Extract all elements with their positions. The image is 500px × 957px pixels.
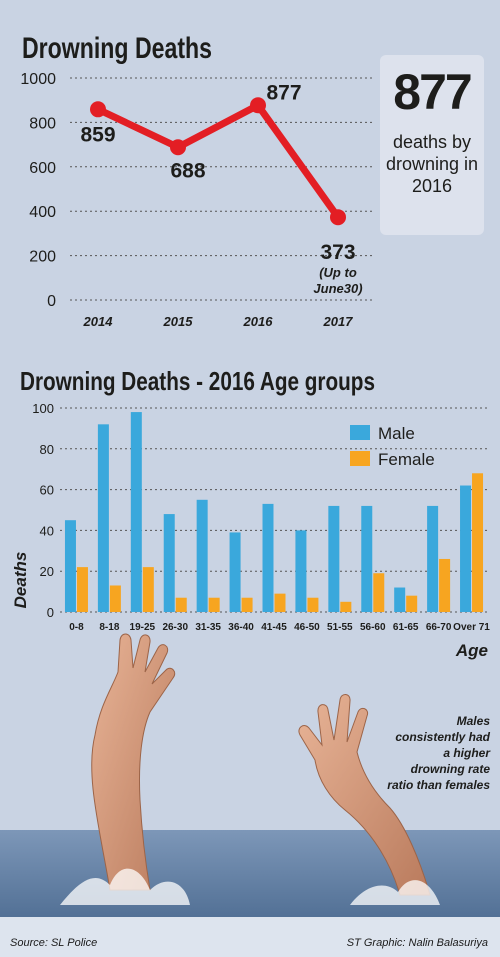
bar-male (394, 587, 406, 612)
data-label: 859 (80, 123, 115, 146)
y-tick-label: 1000 (20, 71, 56, 88)
bar-female (142, 567, 154, 612)
callout-line: 2016 (411, 176, 453, 196)
legend-swatch-male (350, 425, 370, 440)
bar-female (109, 585, 121, 612)
bar-female (406, 595, 418, 612)
x-tick-label: 36-40 (228, 622, 254, 633)
x-tick-label: 56-60 (360, 622, 386, 633)
y-tick-label: 200 (29, 249, 56, 266)
bar-female (241, 597, 253, 612)
bar-female (472, 473, 484, 612)
age-group-bar-chart: Drowning Deaths - 2016 Age groups 0 20 40 6… (11, 366, 490, 660)
bar-female (373, 573, 385, 612)
note-line: Males (456, 714, 490, 728)
callout-line: drowning in (385, 154, 479, 174)
x-tick-label: 2016 (243, 314, 274, 329)
x-tick-label: 2015 (163, 314, 194, 329)
x-tick-label: 2014 (83, 314, 114, 329)
callout-number: 877 (393, 64, 472, 120)
bar-male (262, 503, 274, 612)
callout-line: deaths by (392, 132, 472, 152)
bar-female (274, 593, 286, 612)
line-point (330, 209, 346, 226)
y-tick-label: 0 (47, 605, 54, 620)
x-tick-label: 46-50 (294, 622, 320, 633)
bar-female (307, 597, 319, 612)
bar-male (163, 514, 175, 612)
source-text: Source: SL Police (10, 937, 98, 949)
line-series (94, 101, 342, 221)
legend: Male Female (350, 424, 435, 469)
bar-male (196, 499, 208, 612)
data-note: (Up to (319, 265, 357, 280)
y-tick-label: 100 (32, 401, 54, 416)
line-point (90, 101, 106, 118)
data-label: 688 (170, 159, 205, 182)
line-chart-title: Drowning Deaths (22, 32, 212, 65)
water-splash (60, 868, 190, 905)
line-point (250, 97, 266, 114)
bar-male (130, 412, 142, 612)
bar-female (175, 597, 187, 612)
credit-text: ST Graphic: Nalin Balasuriya (346, 937, 488, 949)
legend-swatch-female (350, 451, 370, 466)
line-point (170, 139, 186, 156)
footer: Source: SL Police ST Graphic: Nalin Bala… (0, 917, 500, 957)
data-label: 373 (320, 241, 355, 264)
right-hand-icon (298, 694, 431, 896)
legend-label-female: Female (378, 450, 435, 469)
bar-female (76, 567, 88, 612)
x-tick-label: Over 71 (453, 622, 490, 633)
x-tick-label: 19-25 (130, 622, 156, 633)
note-text: Males consistently had a higher drowning… (387, 713, 490, 793)
data-label: 877 (266, 81, 301, 104)
callout-box: 877 deaths by drowning in 2016 (380, 55, 484, 235)
y-tick-label: 400 (29, 204, 56, 221)
bar-male (427, 505, 439, 612)
bar-male (361, 505, 373, 612)
x-tick-label: 61-65 (393, 622, 419, 633)
y-tick-label: 600 (29, 160, 56, 177)
y-tick-label: 20 (40, 564, 54, 579)
x-tick-label: 51-55 (327, 622, 353, 633)
data-note: June30) (313, 281, 362, 296)
x-tick-label: 8-18 (99, 622, 119, 633)
bar-male (295, 530, 307, 612)
y-tick-label: 80 (40, 442, 54, 457)
water-splash (350, 880, 440, 905)
bar-female (340, 601, 352, 612)
bar-male (64, 520, 76, 612)
bar-male (229, 532, 241, 612)
x-tick-label: 26-30 (162, 622, 188, 633)
drowning-deaths-line-chart: Drowning Deaths 0 200 400 600 800 1000 2014 20… (20, 32, 372, 329)
x-tick-label: 66-70 (426, 622, 452, 633)
bar-female (439, 558, 451, 612)
x-tick-label: 0-8 (69, 622, 84, 633)
x-axis-label: Age (455, 641, 488, 660)
note-line: a higher (443, 746, 490, 760)
bar-female (208, 597, 220, 612)
bar-chart-title: Drowning Deaths - 2016 Age groups (20, 366, 375, 396)
x-tick-label: 2017 (323, 314, 354, 329)
note-line: consistently had (395, 730, 490, 744)
x-tick-label: 41-45 (261, 622, 287, 633)
callout-text: deaths by drowning in 2016 (380, 131, 484, 197)
legend-label-male: Male (378, 424, 415, 443)
y-tick-label: 40 (40, 523, 54, 538)
y-tick-label: 0 (47, 293, 56, 310)
x-tick-label: 31-35 (195, 622, 221, 633)
y-axis-label: Deaths (11, 552, 30, 609)
y-tick-label: 60 (40, 483, 54, 498)
y-tick-label: 800 (29, 115, 56, 132)
note-line: drowning rate (410, 762, 490, 776)
bar-male (97, 424, 109, 612)
left-hand-icon (91, 633, 176, 891)
bar-male (328, 505, 340, 612)
footer-band (0, 917, 500, 957)
bar-male (460, 485, 472, 612)
note-line: ratio than females (387, 778, 490, 792)
